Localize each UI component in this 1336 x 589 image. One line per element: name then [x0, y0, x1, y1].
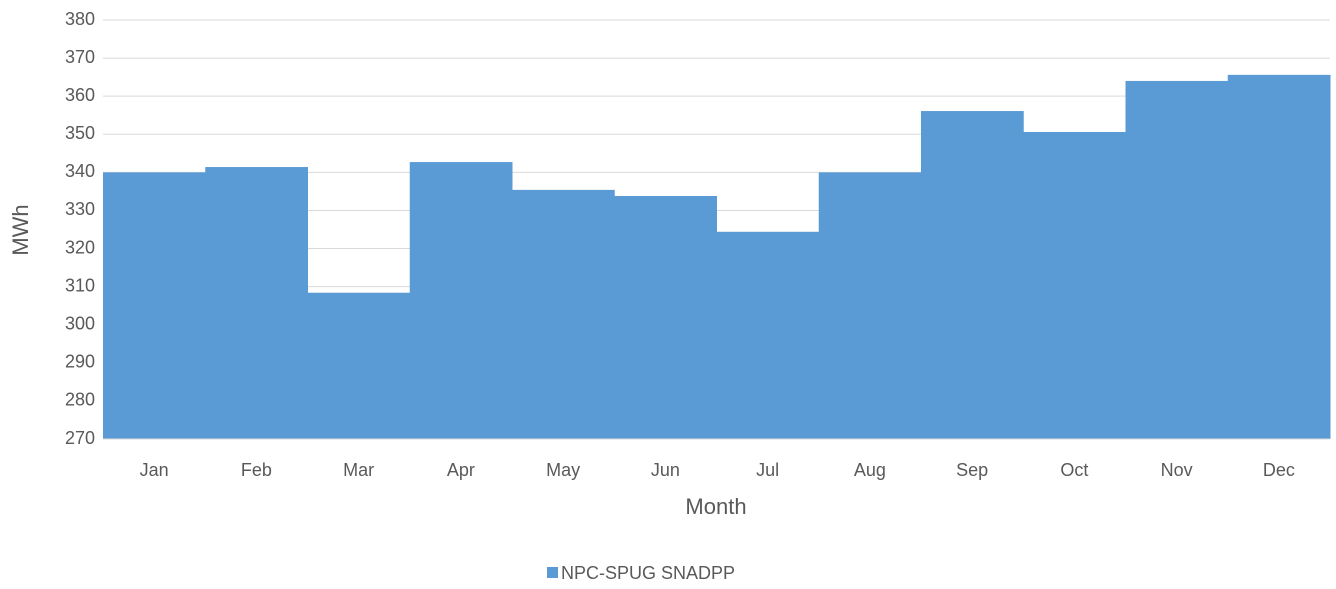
x-tick-label: Dec — [1263, 460, 1295, 480]
y-tick-label: 360 — [65, 85, 95, 105]
y-tick-label: 280 — [65, 390, 95, 410]
bar — [1023, 131, 1126, 439]
bar — [409, 162, 513, 439]
legend-label: NPC-SPUG SNADPP — [561, 563, 735, 583]
x-tick-label: Jun — [651, 460, 680, 480]
y-tick-label: 380 — [65, 9, 95, 29]
y-tick-label: 310 — [65, 275, 95, 295]
y-tick-label: 350 — [65, 123, 95, 143]
legend-swatch — [547, 567, 558, 578]
x-tick-label: Feb — [241, 460, 272, 480]
bar — [614, 195, 717, 439]
x-tick-label: Aug — [854, 460, 886, 480]
x-tick-label: Jan — [140, 460, 169, 480]
bar — [818, 172, 922, 439]
bar — [307, 292, 411, 439]
x-tick-label: Apr — [447, 460, 475, 480]
bar — [512, 189, 615, 439]
bar — [921, 111, 1024, 440]
bar — [716, 231, 820, 439]
y-axis-label: MWh — [8, 204, 33, 255]
bar — [1125, 80, 1229, 439]
y-tick-label: 320 — [65, 237, 95, 257]
x-tick-label: Sep — [956, 460, 988, 480]
x-axis-label: Month — [685, 494, 746, 519]
bar — [205, 167, 308, 439]
y-tick-label: 270 — [65, 428, 95, 448]
y-tick-label: 340 — [65, 161, 95, 181]
bar — [103, 172, 206, 439]
y-tick-label: 370 — [65, 47, 95, 67]
x-tick-label: Jul — [756, 460, 779, 480]
x-tick-label: May — [546, 460, 580, 480]
x-tick-label: Oct — [1060, 460, 1088, 480]
y-tick-label: 290 — [65, 352, 95, 372]
y-tick-label: 330 — [65, 199, 95, 219]
y-tick-label: 300 — [65, 313, 95, 333]
bar — [1227, 74, 1331, 440]
x-tick-label: Mar — [343, 460, 374, 480]
x-tick-label: Nov — [1161, 460, 1193, 480]
